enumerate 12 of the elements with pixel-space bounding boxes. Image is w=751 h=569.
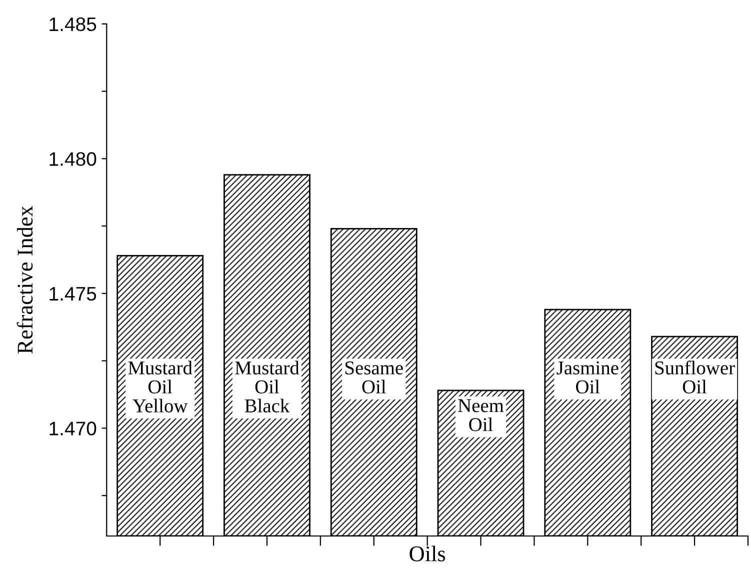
x-tick-label: Jasmine Oil xyxy=(556,361,618,394)
y-axis-title: Refractive Index xyxy=(16,206,33,354)
x-tick-label: Sesame Oil xyxy=(345,361,403,394)
x-tick-label: Mustard Oil Black xyxy=(235,360,300,412)
x-tick-label: Neem Oil xyxy=(458,399,504,432)
y-tick-label: 1.485 xyxy=(50,17,96,32)
y-tick-label: 1.470 xyxy=(50,422,96,436)
y-tick-label: 1.480 xyxy=(50,152,96,166)
x-tick-label: Sunflower Oil xyxy=(655,360,735,394)
x-axis-title: Oils xyxy=(410,546,446,562)
x-tick-label: Mustard Oil Yellow xyxy=(128,360,192,412)
y-tick-label: 1.475 xyxy=(50,287,96,301)
